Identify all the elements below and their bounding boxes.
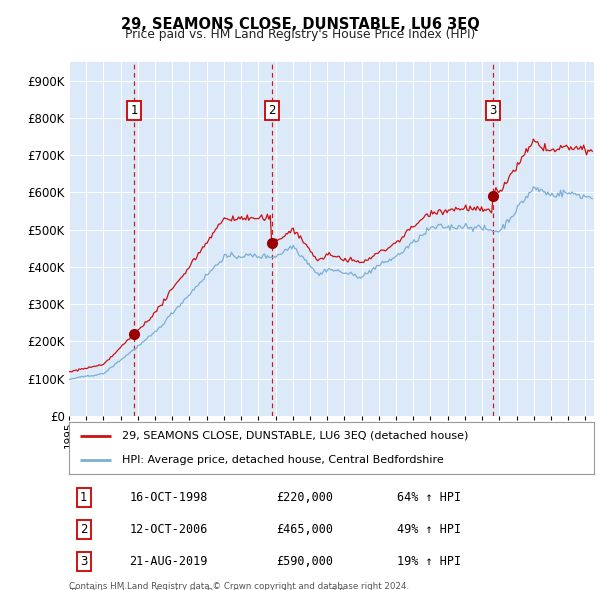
Text: £465,000: £465,000 xyxy=(277,523,334,536)
Text: 3: 3 xyxy=(80,555,88,568)
Text: HPI: Average price, detached house, Central Bedfordshire: HPI: Average price, detached house, Cent… xyxy=(121,455,443,465)
Text: 29, SEAMONS CLOSE, DUNSTABLE, LU6 3EQ: 29, SEAMONS CLOSE, DUNSTABLE, LU6 3EQ xyxy=(121,17,479,31)
Text: 16-OCT-1998: 16-OCT-1998 xyxy=(130,491,208,504)
Text: Price paid vs. HM Land Registry's House Price Index (HPI): Price paid vs. HM Land Registry's House … xyxy=(125,28,475,41)
Text: 49% ↑ HPI: 49% ↑ HPI xyxy=(397,523,461,536)
Text: 1: 1 xyxy=(80,491,88,504)
Text: £220,000: £220,000 xyxy=(277,491,334,504)
Text: 2: 2 xyxy=(268,104,275,117)
Text: 29, SEAMONS CLOSE, DUNSTABLE, LU6 3EQ (detached house): 29, SEAMONS CLOSE, DUNSTABLE, LU6 3EQ (d… xyxy=(121,431,468,441)
Text: 2: 2 xyxy=(80,523,88,536)
Text: £590,000: £590,000 xyxy=(277,555,334,568)
Text: Contains HM Land Registry data © Crown copyright and database right 2024.: Contains HM Land Registry data © Crown c… xyxy=(69,582,409,590)
Text: This data is licensed under the Open Government Licence v3.0.: This data is licensed under the Open Gov… xyxy=(69,588,347,590)
Text: 64% ↑ HPI: 64% ↑ HPI xyxy=(397,491,461,504)
Text: 19% ↑ HPI: 19% ↑ HPI xyxy=(397,555,461,568)
Text: 3: 3 xyxy=(490,104,497,117)
Text: 12-OCT-2006: 12-OCT-2006 xyxy=(130,523,208,536)
Text: 1: 1 xyxy=(130,104,138,117)
Text: 21-AUG-2019: 21-AUG-2019 xyxy=(130,555,208,568)
